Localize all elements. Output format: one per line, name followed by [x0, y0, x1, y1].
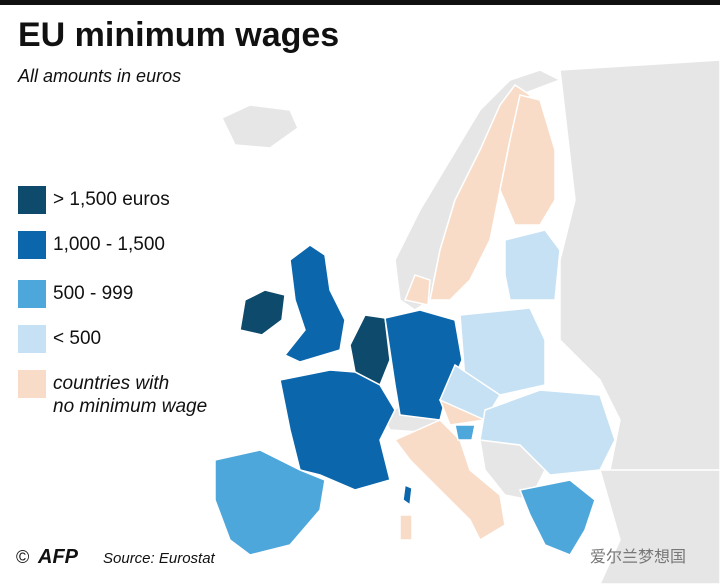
source: Source: Eurostat	[103, 550, 215, 567]
legend-label: 1,000 - 1,500	[53, 234, 165, 255]
denmark	[403, 274, 431, 306]
legend-label: 500 - 999	[53, 283, 134, 304]
uk	[283, 244, 346, 363]
title: EU minimum wages	[18, 16, 340, 54]
legend-swatch	[18, 186, 46, 214]
hungary-romania	[479, 389, 616, 476]
legend-label: countries with	[53, 373, 170, 394]
top-bar	[0, 0, 720, 5]
france	[279, 369, 396, 491]
greece	[518, 479, 596, 556]
legend-swatch	[18, 231, 46, 259]
corsica	[402, 483, 413, 507]
subtitle: All amounts in euros	[18, 66, 182, 86]
legend-swatch	[18, 280, 46, 308]
sweden	[429, 83, 531, 301]
legend-label: < 500	[53, 328, 102, 349]
legend-label: > 1,500 euros	[53, 189, 170, 210]
legend-swatch	[18, 370, 46, 398]
finland	[499, 94, 556, 226]
baltics	[504, 229, 561, 301]
legend-label: no minimum wage	[53, 396, 208, 417]
agency-logo: AFP	[38, 546, 78, 568]
watermark: 爱尔兰梦想国	[590, 549, 687, 566]
iceland	[220, 104, 299, 149]
turkey	[599, 469, 720, 584]
ireland	[239, 289, 286, 336]
copyright: ©	[16, 547, 30, 567]
sardinia	[399, 514, 413, 541]
spain-portugal	[214, 449, 326, 556]
italy	[393, 419, 506, 542]
slovenia	[454, 424, 476, 441]
legend-swatch	[18, 325, 46, 353]
russia-east	[559, 59, 720, 521]
